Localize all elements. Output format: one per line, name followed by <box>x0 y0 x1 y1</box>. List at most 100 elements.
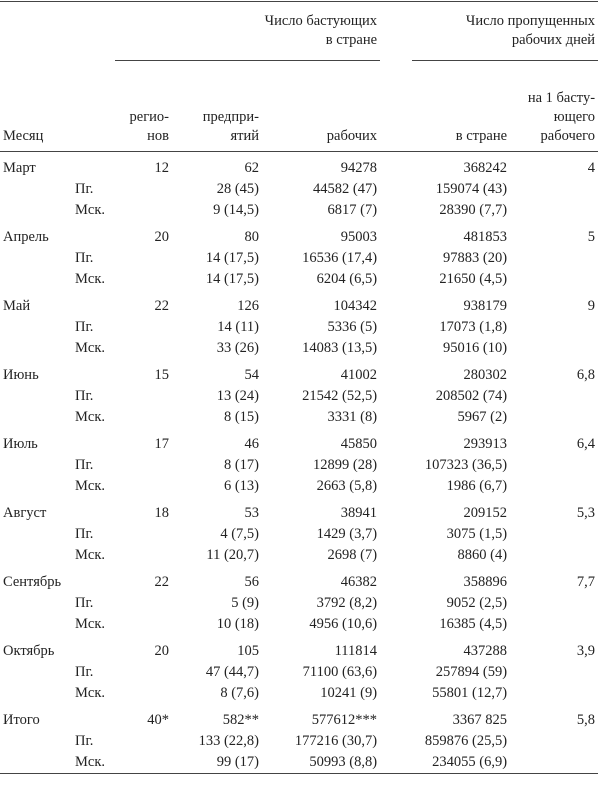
enterprises: 6 (13) <box>223 478 259 494</box>
spacer <box>0 2 115 74</box>
month: Май <box>3 298 31 314</box>
days: 358896 <box>463 574 508 590</box>
empty <box>115 248 172 269</box>
days: 95016 (10) <box>442 340 508 356</box>
workers: 21542 (52,5) <box>302 388 378 404</box>
empty <box>115 386 172 407</box>
per-worker: 4 <box>587 160 596 176</box>
table-row: Мск. 14 (17,5) 6204 (6,5) 21650 (4,5) <box>0 269 598 290</box>
workers: 177216 (30,7) <box>294 733 378 749</box>
empty <box>510 614 598 635</box>
empty <box>510 476 598 497</box>
workers: 6204 (6,5) <box>316 271 378 287</box>
workers: 104342 <box>333 298 378 314</box>
enterprises: 133 (22,8) <box>198 733 259 749</box>
empty <box>510 662 598 683</box>
regions: 20 <box>154 643 170 659</box>
group-header-cell: Число пропущенных рабочих дней <box>380 2 598 74</box>
city: Пг. <box>75 250 94 266</box>
table-row: Сентябрь 22 56 46382 358896 7,7 <box>0 566 598 593</box>
group-header-row: Число бастующих в стране Число пропущенн… <box>0 2 598 74</box>
table-body: Март 12 62 94278 368242 4 Пг. 28 (45) 44582 (47)… <box>0 152 598 774</box>
city: Мск. <box>75 478 105 494</box>
month: Октябрь <box>3 643 55 659</box>
enterprises: 80 <box>244 229 260 245</box>
days: 3075 (1,5) <box>446 526 508 542</box>
regions: 18 <box>154 505 170 521</box>
table-row: Мск. 11 (20,7) 2698 (7) 8860 (4) <box>0 545 598 566</box>
enterprises: 582** <box>222 712 259 728</box>
workers: 95003 <box>340 229 378 245</box>
empty <box>115 269 172 290</box>
enterprises: 126 <box>237 298 259 314</box>
workers: 71100 (63,6) <box>302 664 378 680</box>
column-header: Месяц <box>0 73 115 152</box>
month: Апрель <box>3 229 49 245</box>
days: 97883 (20) <box>442 250 508 266</box>
per-worker: 7,7 <box>576 574 596 590</box>
days: 257894 (59) <box>435 664 508 680</box>
empty <box>115 593 172 614</box>
city: Мск. <box>75 685 105 701</box>
empty <box>115 317 172 338</box>
table-row: Мск. 99 (17) 50993 (8,8) 234055 (6,9) <box>0 752 598 774</box>
month: Сентябрь <box>3 574 62 590</box>
workers: 38941 <box>340 505 378 521</box>
workers: 2698 (7) <box>327 547 378 563</box>
days: 107323 (36,5) <box>424 457 508 473</box>
regions: 22 <box>154 574 170 590</box>
city: Мск. <box>75 754 105 770</box>
empty <box>510 317 598 338</box>
empty <box>115 476 172 497</box>
city: Мск. <box>75 616 105 632</box>
empty <box>510 731 598 752</box>
empty <box>115 614 172 635</box>
regions: 40* <box>147 712 169 728</box>
empty <box>115 731 172 752</box>
empty <box>510 179 598 200</box>
empty <box>115 179 172 200</box>
enterprises: 14 (11) <box>217 319 259 335</box>
city: Пг. <box>75 733 94 749</box>
group-header: Число пропущенных рабочих дней <box>412 12 598 61</box>
table-row: Пг. 4 (7,5) 1429 (3,7) 3075 (1,5) <box>0 524 598 545</box>
empty <box>510 593 598 614</box>
enterprises: 99 (17) <box>216 754 259 770</box>
days: 1986 (6,7) <box>446 478 508 494</box>
days: 3367 825 <box>452 712 508 728</box>
strike-table: Число бастующих в стране Число пропущенн… <box>0 1 598 774</box>
days: 859876 (25,5) <box>424 733 508 749</box>
empty <box>115 752 172 774</box>
empty <box>510 386 598 407</box>
table-row: Пг. 47 (44,7) 71100 (63,6) 257894 (59) <box>0 662 598 683</box>
enterprises: 14 (17,5) <box>205 271 259 287</box>
workers: 94278 <box>340 160 378 176</box>
city: Пг. <box>75 595 94 611</box>
enterprises: 14 (17,5) <box>205 250 259 266</box>
column-header: на 1 басту- ющего рабочего <box>510 73 598 152</box>
days: 16385 (4,5) <box>439 616 508 632</box>
city: Мск. <box>75 271 105 287</box>
enterprises: 28 (45) <box>216 181 259 197</box>
empty <box>510 269 598 290</box>
workers: 12899 (28) <box>312 457 378 473</box>
days: 280302 <box>463 367 508 383</box>
empty <box>115 683 172 704</box>
workers: 577612*** <box>311 712 378 728</box>
city: Пг. <box>75 388 94 404</box>
city: Мск. <box>75 202 105 218</box>
workers: 5336 (5) <box>327 319 378 335</box>
column-header: предпри- ятий <box>172 73 262 152</box>
table-row: Июнь 15 54 41002 280302 6,8 <box>0 359 598 386</box>
days: 159074 (43) <box>435 181 508 197</box>
city: Мск. <box>75 547 105 563</box>
empty <box>115 545 172 566</box>
table-row: Пг. 133 (22,8) 177216 (30,7) 859876 (25,5) <box>0 731 598 752</box>
column-header: рабочих <box>262 73 381 152</box>
regions: 20 <box>154 229 170 245</box>
enterprises: 56 <box>244 574 260 590</box>
enterprises: 53 <box>244 505 260 521</box>
column-header: в стране <box>380 73 511 152</box>
days: 368242 <box>463 160 508 176</box>
empty <box>510 752 598 774</box>
